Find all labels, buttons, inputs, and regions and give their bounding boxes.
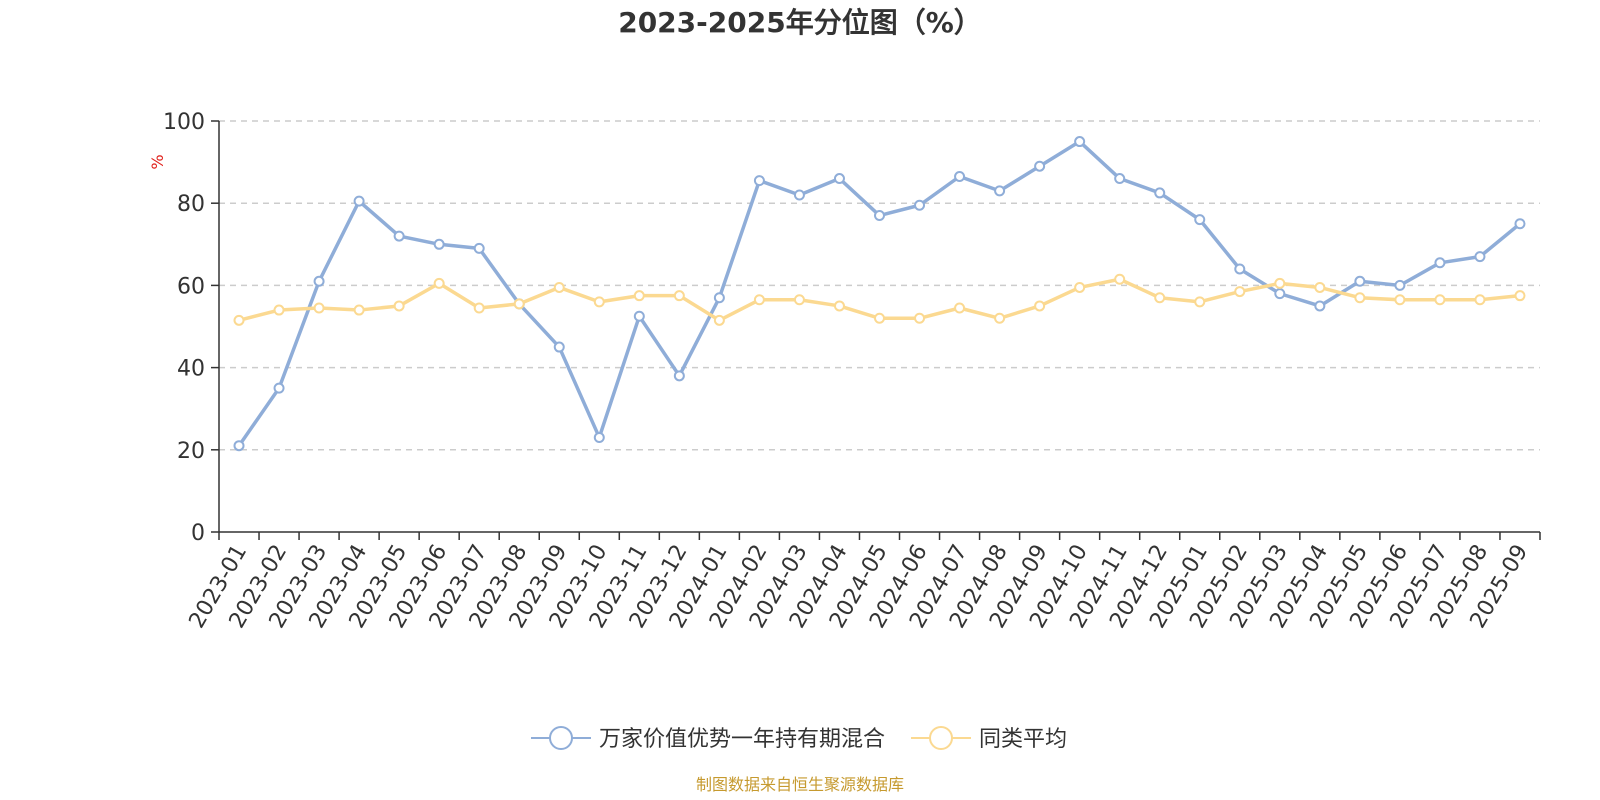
data-point[interactable] bbox=[1274, 277, 1286, 289]
data-point[interactable] bbox=[273, 382, 285, 394]
data-point[interactable] bbox=[1154, 292, 1166, 304]
y-tick-label: 20 bbox=[177, 439, 205, 464]
data-point[interactable] bbox=[1474, 294, 1486, 306]
data-point[interactable] bbox=[753, 175, 765, 187]
data-point[interactable] bbox=[313, 275, 325, 287]
data-point[interactable] bbox=[1194, 296, 1206, 308]
legend-circle-icon bbox=[549, 726, 573, 750]
y-tick-label: 0 bbox=[191, 521, 205, 546]
data-point[interactable] bbox=[954, 302, 966, 314]
data-point[interactable] bbox=[673, 290, 685, 302]
data-point[interactable] bbox=[833, 173, 845, 185]
data-point[interactable] bbox=[553, 281, 565, 293]
data-point[interactable] bbox=[1394, 279, 1406, 291]
legend-item-1[interactable]: 同类平均 bbox=[911, 726, 1067, 752]
data-point[interactable] bbox=[473, 302, 485, 314]
data-point[interactable] bbox=[1514, 218, 1526, 230]
data-point[interactable] bbox=[1234, 286, 1246, 298]
y-tick-label: 40 bbox=[177, 357, 205, 382]
data-point[interactable] bbox=[313, 302, 325, 314]
data-point[interactable] bbox=[1434, 294, 1446, 306]
data-point[interactable] bbox=[433, 238, 445, 250]
legend-label: 万家价值优势一年持有期混合 bbox=[599, 727, 885, 752]
data-point[interactable] bbox=[273, 304, 285, 316]
data-point[interactable] bbox=[633, 290, 645, 302]
series-0 bbox=[233, 136, 1526, 452]
data-point[interactable] bbox=[233, 314, 245, 326]
data-point[interactable] bbox=[673, 370, 685, 382]
data-point[interactable] bbox=[1234, 263, 1246, 275]
data-point[interactable] bbox=[994, 312, 1006, 324]
y-tick-label: 60 bbox=[177, 274, 205, 299]
series-line bbox=[237, 139, 1522, 447]
data-point[interactable] bbox=[1034, 160, 1046, 172]
data-point[interactable] bbox=[633, 310, 645, 322]
data-point[interactable] bbox=[793, 294, 805, 306]
data-point[interactable] bbox=[914, 312, 926, 324]
data-point[interactable] bbox=[513, 298, 525, 310]
data-point[interactable] bbox=[1314, 300, 1326, 312]
data-point[interactable] bbox=[1394, 294, 1406, 306]
data-point[interactable] bbox=[1074, 281, 1086, 293]
data-point[interactable] bbox=[433, 277, 445, 289]
data-point[interactable] bbox=[833, 300, 845, 312]
data-point[interactable] bbox=[874, 312, 885, 324]
data-point[interactable] bbox=[353, 195, 365, 207]
data-point[interactable] bbox=[233, 440, 245, 452]
data-point[interactable] bbox=[1514, 290, 1526, 302]
data-point[interactable] bbox=[874, 210, 885, 222]
legend[interactable]: 万家价值优势一年持有期混合 同类平均 bbox=[531, 726, 1067, 752]
data-point[interactable] bbox=[353, 304, 365, 316]
legend-label: 同类平均 bbox=[979, 727, 1067, 752]
grid-lines bbox=[219, 120, 1540, 451]
data-point[interactable] bbox=[593, 431, 605, 443]
data-point[interactable] bbox=[1434, 257, 1446, 269]
data-point[interactable] bbox=[994, 185, 1006, 197]
data-point[interactable] bbox=[553, 341, 565, 353]
data-point[interactable] bbox=[593, 296, 605, 308]
y-tick-label: 100 bbox=[163, 110, 205, 135]
y-tick-label: 80 bbox=[177, 192, 205, 217]
x-tick-labels: 2023-012023-022023-032023-042023-052023-… bbox=[185, 541, 1534, 633]
y-axis-unit: % bbox=[148, 154, 167, 169]
source-note: 制图数据来自恒生聚源数据库 bbox=[696, 775, 904, 794]
data-point[interactable] bbox=[1274, 288, 1286, 300]
data-point[interactable] bbox=[1154, 187, 1166, 199]
chart-title: 2023-2025年分位图（%） bbox=[618, 6, 982, 39]
data-point[interactable] bbox=[713, 314, 725, 326]
axes bbox=[211, 120, 1541, 540]
data-point[interactable] bbox=[1114, 173, 1126, 185]
data-point[interactable] bbox=[1074, 136, 1086, 148]
data-point[interactable] bbox=[713, 292, 725, 304]
data-point[interactable] bbox=[1034, 300, 1046, 312]
series-1 bbox=[233, 273, 1526, 326]
data-point[interactable] bbox=[914, 199, 926, 211]
data-point[interactable] bbox=[393, 230, 405, 242]
data-point[interactable] bbox=[1354, 292, 1366, 304]
legend-circle-icon bbox=[929, 726, 953, 750]
legend-item-0[interactable]: 万家价值优势一年持有期混合 bbox=[531, 726, 885, 752]
data-point[interactable] bbox=[753, 294, 765, 306]
data-point[interactable] bbox=[1114, 273, 1126, 285]
data-point[interactable] bbox=[1194, 214, 1206, 226]
data-point[interactable] bbox=[793, 189, 805, 201]
data-point[interactable] bbox=[1354, 275, 1366, 287]
data-point[interactable] bbox=[1474, 251, 1486, 263]
data-point[interactable] bbox=[473, 242, 485, 254]
y-tick-labels: 0 20 40 60 80 100 bbox=[163, 110, 205, 546]
data-point[interactable] bbox=[1314, 281, 1326, 293]
series-lines bbox=[233, 136, 1526, 452]
data-point[interactable] bbox=[393, 300, 405, 312]
data-point[interactable] bbox=[954, 170, 966, 182]
